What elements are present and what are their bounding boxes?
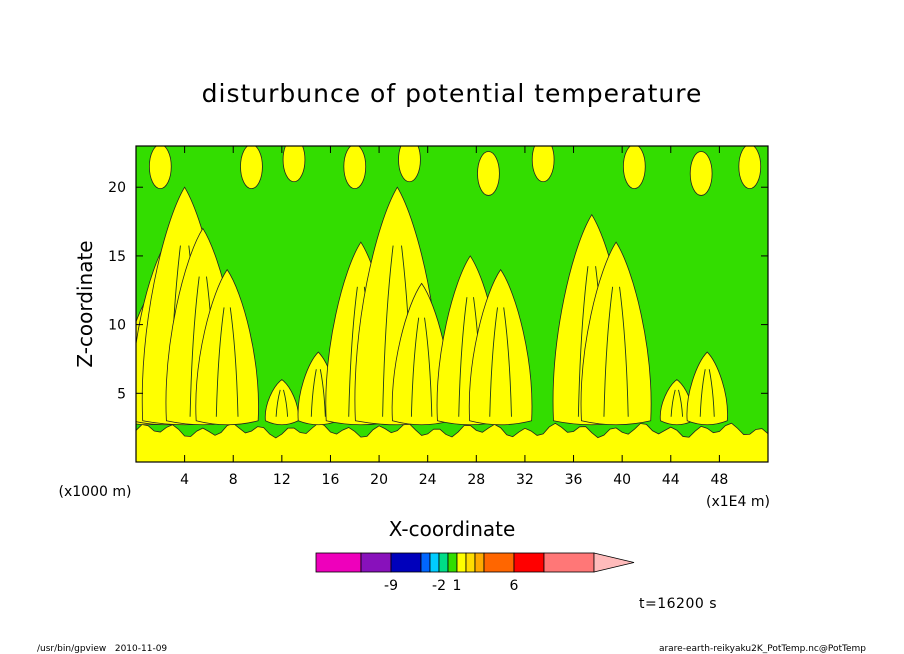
colorbar-label-2: 1 — [453, 578, 462, 594]
x-tick-label-12: 12 — [273, 472, 291, 488]
x-axis-label: X-coordinate — [389, 517, 516, 541]
plume-9 — [391, 282, 452, 426]
plume-filament-7-a — [348, 286, 358, 417]
colorbar-swatch-10 — [483, 552, 515, 573]
y-tick-label-15: 15 — [108, 249, 126, 265]
colorbar-swatch-6 — [447, 552, 458, 573]
plume-filament-15-b — [708, 369, 715, 417]
x-unit-right: (x1E4 m) — [706, 494, 770, 510]
x-tick-label-36: 36 — [565, 472, 583, 488]
plume-filament-11-b — [503, 307, 512, 417]
plume-filament-14-b — [678, 389, 684, 417]
plume-filament-8-a — [382, 245, 394, 417]
colorbar-swatch-12 — [543, 552, 595, 573]
x-unit-left: (x1000 m) — [59, 484, 132, 500]
colorbar-swatch-5 — [438, 552, 449, 573]
upper-patch-2 — [282, 146, 306, 183]
plume-5 — [264, 379, 299, 426]
plume-filament-10-a — [458, 297, 468, 417]
x-tick-label-8: 8 — [229, 472, 238, 488]
plume-filament-4-b — [229, 307, 239, 417]
x-tick-label-16: 16 — [322, 472, 340, 488]
plume-filament-5-b — [283, 389, 289, 417]
plume-4 — [195, 268, 259, 426]
plume-filament-15-a — [699, 369, 706, 417]
upper-patch-6 — [531, 146, 555, 183]
colorbar-label-1: -2 — [432, 578, 446, 594]
plume-filament-6-b — [319, 369, 326, 417]
plot-area — [136, 146, 768, 462]
y-axis-label: Z-coordinate — [73, 240, 97, 367]
colorbar-swatch-3 — [420, 552, 431, 573]
y-tick-label-20: 20 — [108, 180, 126, 196]
plume-13 — [580, 241, 652, 426]
upper-patch-1 — [240, 146, 263, 189]
x-tick-label-32: 32 — [516, 472, 534, 488]
x-axis: 4 8 12 16 20 24 28 32 36 40 44 48 — [180, 146, 728, 488]
colorbar-label-3: 6 — [510, 578, 519, 594]
upper-patch-0 — [148, 146, 172, 189]
footer-right: arare-earth-reikyaku2K_PotTemp.nc@PotTem… — [659, 644, 866, 654]
upper-patch-9 — [738, 146, 762, 189]
plume-filament-9-b — [424, 317, 433, 417]
y-tick-label-5: 5 — [117, 386, 126, 402]
colorbar-swatch-0 — [315, 552, 362, 573]
x-tick-label-48: 48 — [710, 472, 728, 488]
x-tick-label-4: 4 — [180, 472, 189, 488]
colorbar-swatch-11 — [513, 552, 545, 573]
field-contours — [136, 146, 768, 462]
y-axis: 5 10 15 20 — [108, 180, 768, 402]
plume-filament-13-b — [619, 286, 629, 417]
colorbar-extend-arrow — [593, 552, 635, 573]
plume-filament-4-a — [215, 307, 225, 417]
upper-patch-8 — [689, 151, 713, 196]
colorbar-swatch-7 — [456, 552, 467, 573]
colorbar-label-0: -9 — [384, 578, 398, 594]
colorbar: -9 -2 1 6 — [315, 552, 635, 594]
x-tick-label-24: 24 — [419, 472, 437, 488]
plume-filament-9-a — [410, 317, 420, 417]
colorbar-swatch-1 — [360, 552, 392, 573]
x-tick-label-40: 40 — [613, 472, 631, 488]
x-tick-label-20: 20 — [370, 472, 388, 488]
x-tick-label-28: 28 — [467, 472, 485, 488]
plume-filament-5-a — [275, 389, 281, 417]
colorbar-swatch-4 — [429, 552, 440, 573]
colorbar-swatch-2 — [390, 552, 422, 573]
x-tick-label-44: 44 — [662, 472, 680, 488]
y-tick-label-10: 10 — [108, 318, 126, 334]
plume-filament-12-a — [577, 266, 589, 417]
plume-filament-13-a — [603, 286, 614, 417]
footer-left: /usr/bin/gpview 2010-11-09 — [37, 644, 167, 654]
upper-patch-4 — [398, 146, 421, 183]
plume-filament-6-a — [310, 369, 317, 417]
chart-title: disturbunce of potential temperature — [202, 79, 703, 108]
plume-filament-11-a — [489, 307, 498, 417]
colorbar-swatch-9 — [474, 552, 485, 573]
colorbar-swatch-8 — [465, 552, 476, 573]
upper-patch-7 — [622, 146, 646, 189]
time-label: t=16200 s — [639, 596, 717, 612]
plot-frame — [135, 145, 769, 463]
upper-patch-3 — [343, 146, 367, 189]
surface-band — [136, 422, 768, 462]
plume-filament-3-a — [189, 276, 200, 417]
upper-patch-5 — [477, 151, 500, 196]
plume-11 — [468, 268, 533, 426]
plume-filament-14-a — [670, 389, 676, 417]
plume-15 — [686, 351, 728, 426]
